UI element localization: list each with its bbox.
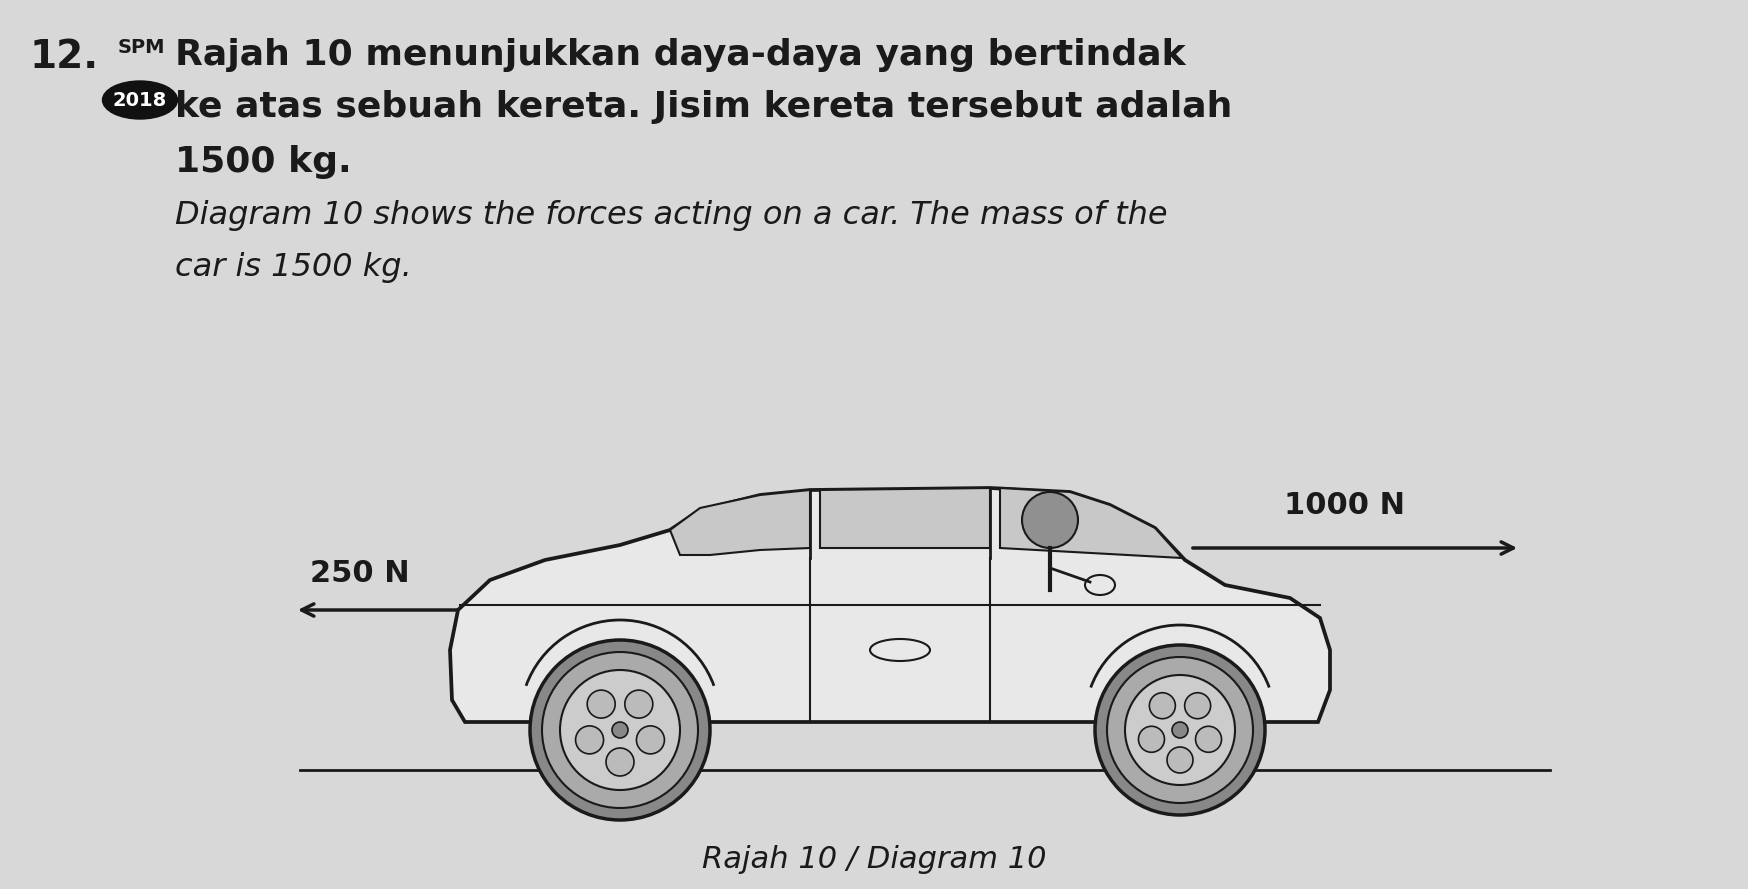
Text: 12.: 12. <box>30 38 100 76</box>
Circle shape <box>1171 722 1189 738</box>
Circle shape <box>1168 747 1192 773</box>
Text: 250 N: 250 N <box>309 559 409 588</box>
Circle shape <box>1094 645 1266 815</box>
Text: SPM: SPM <box>119 38 166 57</box>
Polygon shape <box>820 488 989 548</box>
Circle shape <box>1138 726 1164 752</box>
Text: Diagram 10 shows the forces acting on a car. The mass of the: Diagram 10 shows the forces acting on a … <box>175 200 1168 231</box>
Circle shape <box>575 726 603 754</box>
Circle shape <box>1106 657 1253 803</box>
Circle shape <box>612 722 628 738</box>
Ellipse shape <box>103 81 178 119</box>
Circle shape <box>624 690 652 718</box>
Circle shape <box>1023 492 1079 548</box>
Circle shape <box>530 640 710 820</box>
Circle shape <box>559 670 680 790</box>
Circle shape <box>1185 693 1211 718</box>
Text: ke atas sebuah kereta. Jisim kereta tersebut adalah: ke atas sebuah kereta. Jisim kereta ters… <box>175 90 1232 124</box>
Polygon shape <box>669 490 809 555</box>
Circle shape <box>587 690 615 718</box>
Text: Rajah 10 menunjukkan daya-daya yang bertindak: Rajah 10 menunjukkan daya-daya yang bert… <box>175 38 1185 72</box>
Ellipse shape <box>871 639 930 661</box>
Circle shape <box>542 652 697 808</box>
Text: Rajah 10 / Diagram 10: Rajah 10 / Diagram 10 <box>701 845 1047 874</box>
Polygon shape <box>1000 488 1182 558</box>
Text: 1000 N: 1000 N <box>1285 491 1405 520</box>
Polygon shape <box>449 488 1330 722</box>
Circle shape <box>636 726 664 754</box>
Text: 1500 kg.: 1500 kg. <box>175 145 351 179</box>
Text: 2018: 2018 <box>114 91 168 109</box>
Text: car is 1500 kg.: car is 1500 kg. <box>175 252 413 283</box>
Circle shape <box>1150 693 1175 718</box>
Circle shape <box>607 748 635 776</box>
Circle shape <box>1196 726 1222 752</box>
Circle shape <box>1126 675 1236 785</box>
